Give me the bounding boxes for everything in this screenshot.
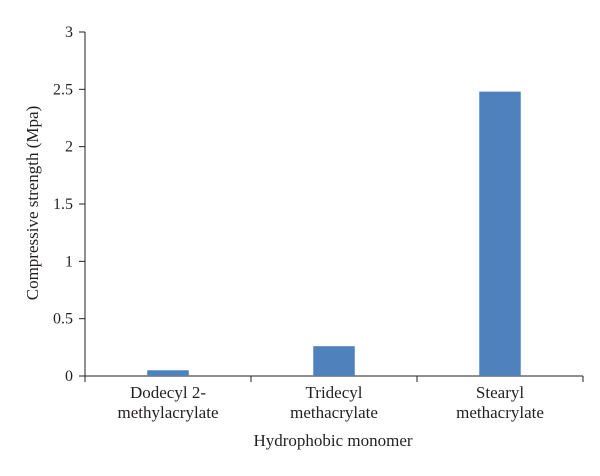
- y-axis-title: Compressive strength (Mpa): [23, 106, 42, 301]
- y-tick-label: 2.5: [53, 81, 73, 98]
- y-tick-label: 1.5: [53, 196, 73, 213]
- bar: [147, 370, 189, 376]
- y-axis: 0 0.5 1 1.5 2 2.5 3: [53, 24, 86, 385]
- x-category-label: Dodecyl 2-methylacrylate: [117, 383, 218, 422]
- x-axis-title: Hydrophobic monomer: [253, 431, 412, 450]
- x-category-label: Stearyl methacrylate: [456, 383, 544, 422]
- bars: [147, 91, 521, 377]
- bar: [479, 91, 521, 377]
- y-tick-label: 0: [65, 368, 73, 385]
- bar: [313, 346, 355, 376]
- y-tick-label: 3: [65, 24, 73, 41]
- x-category-label: Tridecyl methacrylate: [290, 383, 378, 422]
- y-tick-label: 0.5: [53, 311, 73, 328]
- x-axis: Dodecyl 2-methylacrylate Tridecyl methacry…: [84, 375, 584, 422]
- y-tick-label: 2: [65, 139, 73, 156]
- y-tick-label: 1: [65, 253, 73, 270]
